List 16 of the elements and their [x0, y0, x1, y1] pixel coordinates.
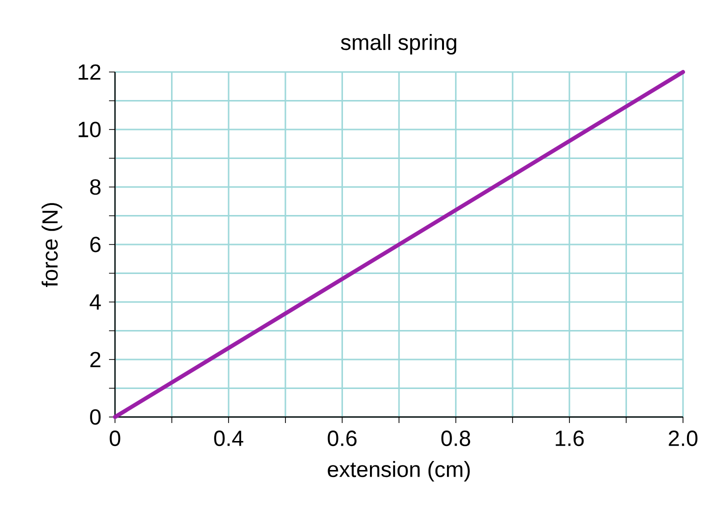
x-axis-title: extension (cm)	[328, 460, 470, 482]
y-tick-label: 2	[90, 352, 100, 368]
y-tick-label: 12	[78, 64, 100, 80]
y-tick-label: 0	[90, 409, 101, 425]
x-tick-label: 0	[110, 430, 120, 446]
x-tick-label: 0.4	[214, 430, 244, 446]
y-tick-label: 4	[90, 294, 101, 310]
y-tick-label: 8	[90, 179, 101, 195]
x-tick-label: 2.0	[668, 430, 698, 446]
y-axis-title: force (N)	[42, 203, 62, 287]
y-tick-label: 10	[78, 122, 101, 138]
y-tick-label: 6	[90, 236, 100, 252]
x-tick-label: 0.8	[441, 430, 470, 446]
x-tick-label: 0.6	[328, 430, 357, 446]
chart-title: small spring	[340, 34, 456, 54]
x-tick-label: 1.6	[556, 430, 584, 446]
